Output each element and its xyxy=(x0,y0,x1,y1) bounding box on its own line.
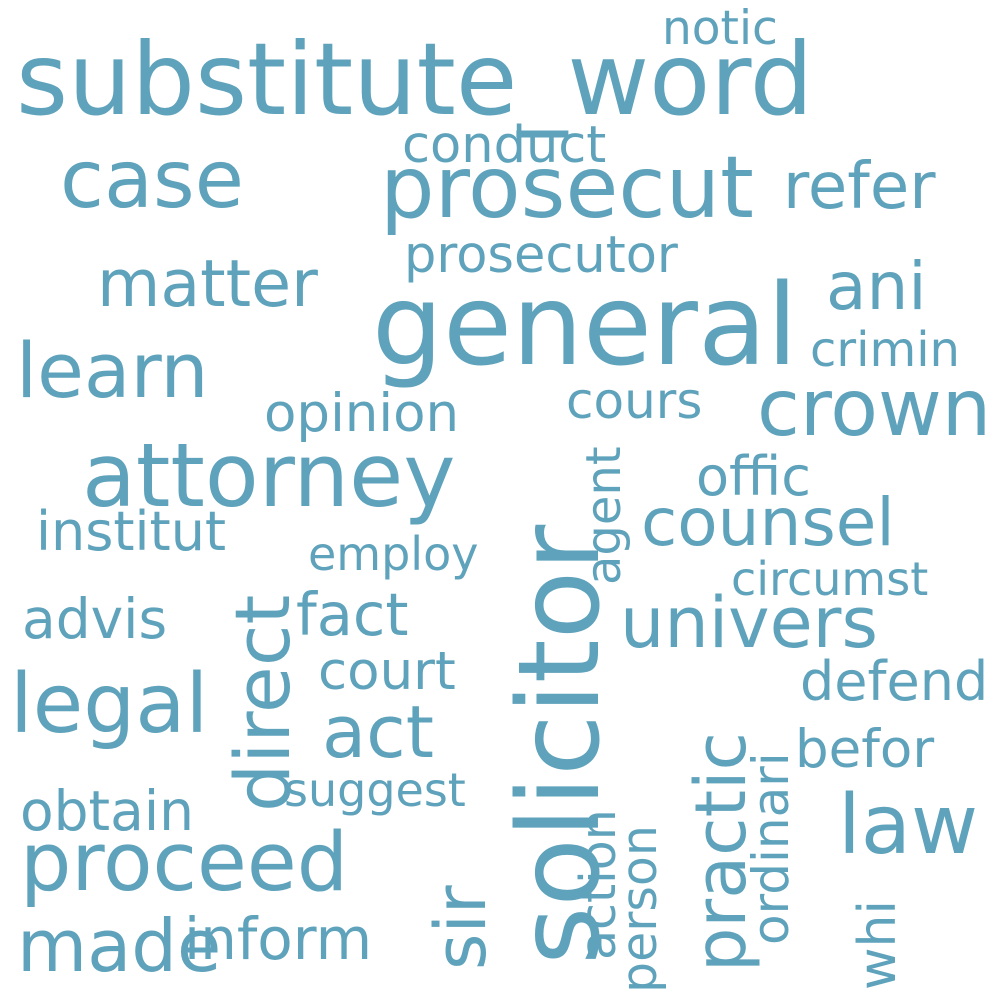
word-advis: advis xyxy=(22,587,168,651)
word-matter: matter xyxy=(97,247,318,322)
word-learn: learn xyxy=(16,326,209,415)
word-act: act xyxy=(322,690,434,774)
word-cours: cours xyxy=(566,372,703,430)
word-prosecut: prosecut xyxy=(380,138,754,238)
word-direct: direct xyxy=(218,594,307,812)
word-circumst: circumst xyxy=(731,552,929,606)
word-ordinari: ordinari xyxy=(742,752,800,945)
word-whi: whi xyxy=(848,900,908,990)
word-obtain: obtain xyxy=(20,779,194,843)
word-refer: refer xyxy=(783,150,936,224)
word-crown: crown xyxy=(757,364,992,454)
word-substitute-word: substitute_word xyxy=(16,21,814,138)
word-univers: univers xyxy=(620,582,878,664)
word-court: court xyxy=(318,641,456,702)
word-person: person xyxy=(611,825,668,993)
word-inform: inform xyxy=(184,905,373,973)
word-agent: agent xyxy=(576,446,632,585)
word-sir: sir xyxy=(420,885,502,970)
word-legal: legal xyxy=(10,657,209,752)
word-proceed: proceed xyxy=(20,816,349,910)
word-offic: offic xyxy=(696,445,811,508)
word-case: case xyxy=(60,133,244,226)
word-law: law xyxy=(838,778,979,873)
word-conduct: conduct xyxy=(402,116,607,175)
word-counsel: counsel xyxy=(641,484,895,561)
word-crimin: crimin xyxy=(810,322,960,378)
word-notic: notic xyxy=(662,1,778,56)
word-attorney: attorney xyxy=(82,424,456,527)
word-employ: employ xyxy=(308,527,479,581)
word-opinion: opinion xyxy=(264,383,460,444)
word-defend: defend xyxy=(800,650,989,713)
word-suggest: suggest xyxy=(284,763,466,817)
word-prosecutor: prosecutor xyxy=(404,226,678,285)
word-made: made xyxy=(17,904,222,988)
word-befor: befor xyxy=(795,719,935,780)
word-ani: ani xyxy=(826,248,927,325)
word-general: general xyxy=(372,261,798,391)
word-institut: institut xyxy=(36,500,227,563)
word-fact: fact xyxy=(296,580,409,649)
